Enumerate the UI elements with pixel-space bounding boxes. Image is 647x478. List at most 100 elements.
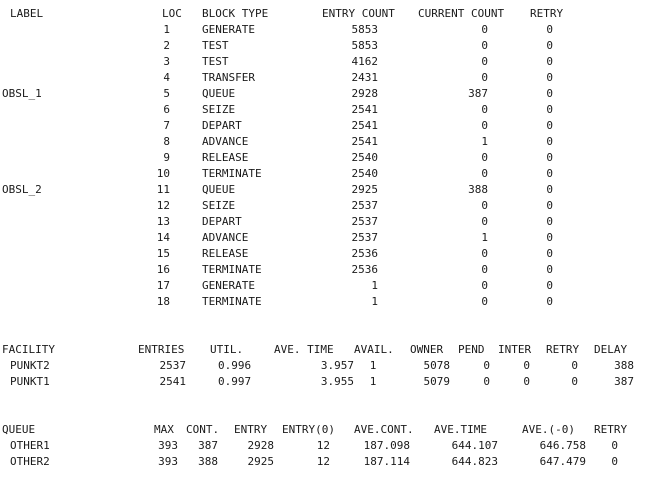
block-entry-count: 1 xyxy=(371,279,378,292)
queue-ave-cont: 187.114 xyxy=(363,455,410,468)
block-current-count: 0 xyxy=(481,247,488,260)
block-loc: 8 xyxy=(163,135,170,148)
facility-entries: 2541 xyxy=(159,375,187,388)
block-current-count: 0 xyxy=(481,119,488,132)
queue-ave-cont: 187.098 xyxy=(363,439,410,452)
facility-pend: 0 xyxy=(483,359,490,372)
block-label: OBSL_1 xyxy=(2,87,42,100)
block-current-count: 388 xyxy=(468,183,488,196)
blocks-header-retry: RETRY xyxy=(530,7,564,20)
block-loc: 2 xyxy=(163,39,170,52)
facility-entries: 2537 xyxy=(159,359,187,372)
block-loc: 11 xyxy=(156,183,170,196)
facility-inter: 0 xyxy=(523,359,530,372)
block-type: RELEASE xyxy=(202,151,249,164)
block-retry: 0 xyxy=(546,247,553,260)
block-retry: 0 xyxy=(546,151,553,164)
facility-header-util: UTIL. xyxy=(210,343,244,356)
queue-name: OTHER2 xyxy=(10,455,50,468)
block-entry-count: 2541 xyxy=(351,119,379,132)
block-retry: 0 xyxy=(546,119,553,132)
block-current-count: 0 xyxy=(481,279,488,292)
block-entry-count: 2431 xyxy=(351,71,379,84)
queue-cont: 388 xyxy=(198,455,218,468)
facility-header-inter: INTER xyxy=(498,343,532,356)
block-loc: 7 xyxy=(163,119,170,132)
facility-util: 0.997 xyxy=(218,375,252,388)
queue-header-ave-time: AVE.TIME xyxy=(434,423,487,436)
block-current-count: 0 xyxy=(481,199,488,212)
block-retry: 0 xyxy=(546,167,553,180)
queue-ave-time: 644.823 xyxy=(451,455,498,468)
block-current-count: 387 xyxy=(468,87,488,100)
block-type: DEPART xyxy=(202,215,242,228)
block-loc: 12 xyxy=(156,199,170,212)
facility-header-owner: OWNER xyxy=(410,343,444,356)
block-entry-count: 4162 xyxy=(351,55,379,68)
queue-retry: 0 xyxy=(611,455,618,468)
facility-header-facility: FACILITY xyxy=(2,343,55,356)
block-type: SEIZE xyxy=(202,199,236,212)
block-retry: 0 xyxy=(546,263,553,276)
block-entry-count: 2541 xyxy=(351,135,379,148)
facility-header-entries: ENTRIES xyxy=(138,343,185,356)
queue-header-cont: CONT. xyxy=(186,423,220,436)
block-retry: 0 xyxy=(546,23,553,36)
block-current-count: 0 xyxy=(481,39,488,52)
block-entry-count: 2536 xyxy=(351,247,379,260)
queue-max: 393 xyxy=(158,455,178,468)
block-loc: 6 xyxy=(163,103,170,116)
block-current-count: 0 xyxy=(481,295,488,308)
block-retry: 0 xyxy=(546,279,553,292)
queue-ave-minus0: 647.479 xyxy=(539,455,586,468)
block-retry: 0 xyxy=(546,135,553,148)
block-retry: 0 xyxy=(546,103,553,116)
block-type: QUEUE xyxy=(202,87,236,100)
block-current-count: 0 xyxy=(481,55,488,68)
block-loc: 16 xyxy=(156,263,170,276)
queue-max: 393 xyxy=(158,439,178,452)
facility-util: 0.996 xyxy=(218,359,252,372)
facility-pend: 0 xyxy=(483,375,490,388)
block-loc: 15 xyxy=(156,247,170,260)
queue-entry: 2925 xyxy=(247,455,275,468)
block-entry-count: 2928 xyxy=(351,87,379,100)
blocks-header-entry-count: ENTRY COUNT xyxy=(322,7,395,20)
block-type: TERMINATE xyxy=(202,167,262,180)
block-loc: 1 xyxy=(163,23,170,36)
queue-entry: 2928 xyxy=(247,439,275,452)
block-entry-count: 2541 xyxy=(351,103,379,116)
block-type: RELEASE xyxy=(202,247,249,260)
block-current-count: 0 xyxy=(481,263,488,276)
block-entry-count: 2537 xyxy=(351,231,379,244)
facility-header-retry: RETRY xyxy=(546,343,580,356)
block-retry: 0 xyxy=(546,199,553,212)
block-retry: 0 xyxy=(546,71,553,84)
queue-header-max: MAX xyxy=(154,423,174,436)
block-loc: 18 xyxy=(156,295,170,308)
facility-delay: 388 xyxy=(614,359,634,372)
block-current-count: 1 xyxy=(481,231,488,244)
block-type: SEIZE xyxy=(202,103,236,116)
queue-cont: 387 xyxy=(198,439,218,452)
block-entry-count: 2536 xyxy=(351,263,379,276)
block-current-count: 0 xyxy=(481,151,488,164)
block-entry-count: 1 xyxy=(371,295,378,308)
facility-avail: 1 xyxy=(369,359,377,372)
block-entry-count: 5853 xyxy=(351,39,379,52)
block-loc: 9 xyxy=(163,151,170,164)
queue-header-retry: RETRY xyxy=(594,423,628,436)
block-type: TERMINATE xyxy=(202,263,262,276)
block-loc: 4 xyxy=(163,71,170,84)
block-type: GENERATE xyxy=(202,279,255,292)
block-loc: 5 xyxy=(163,87,170,100)
queue-entry0: 12 xyxy=(316,439,330,452)
block-loc: 14 xyxy=(156,231,170,244)
block-retry: 0 xyxy=(546,39,553,52)
queue-header-entry: ENTRY xyxy=(234,423,268,436)
block-type: QUEUE xyxy=(202,183,236,196)
block-retry: 0 xyxy=(546,295,553,308)
block-label: OBSL_2 xyxy=(2,183,42,196)
block-type: TEST xyxy=(202,55,229,68)
